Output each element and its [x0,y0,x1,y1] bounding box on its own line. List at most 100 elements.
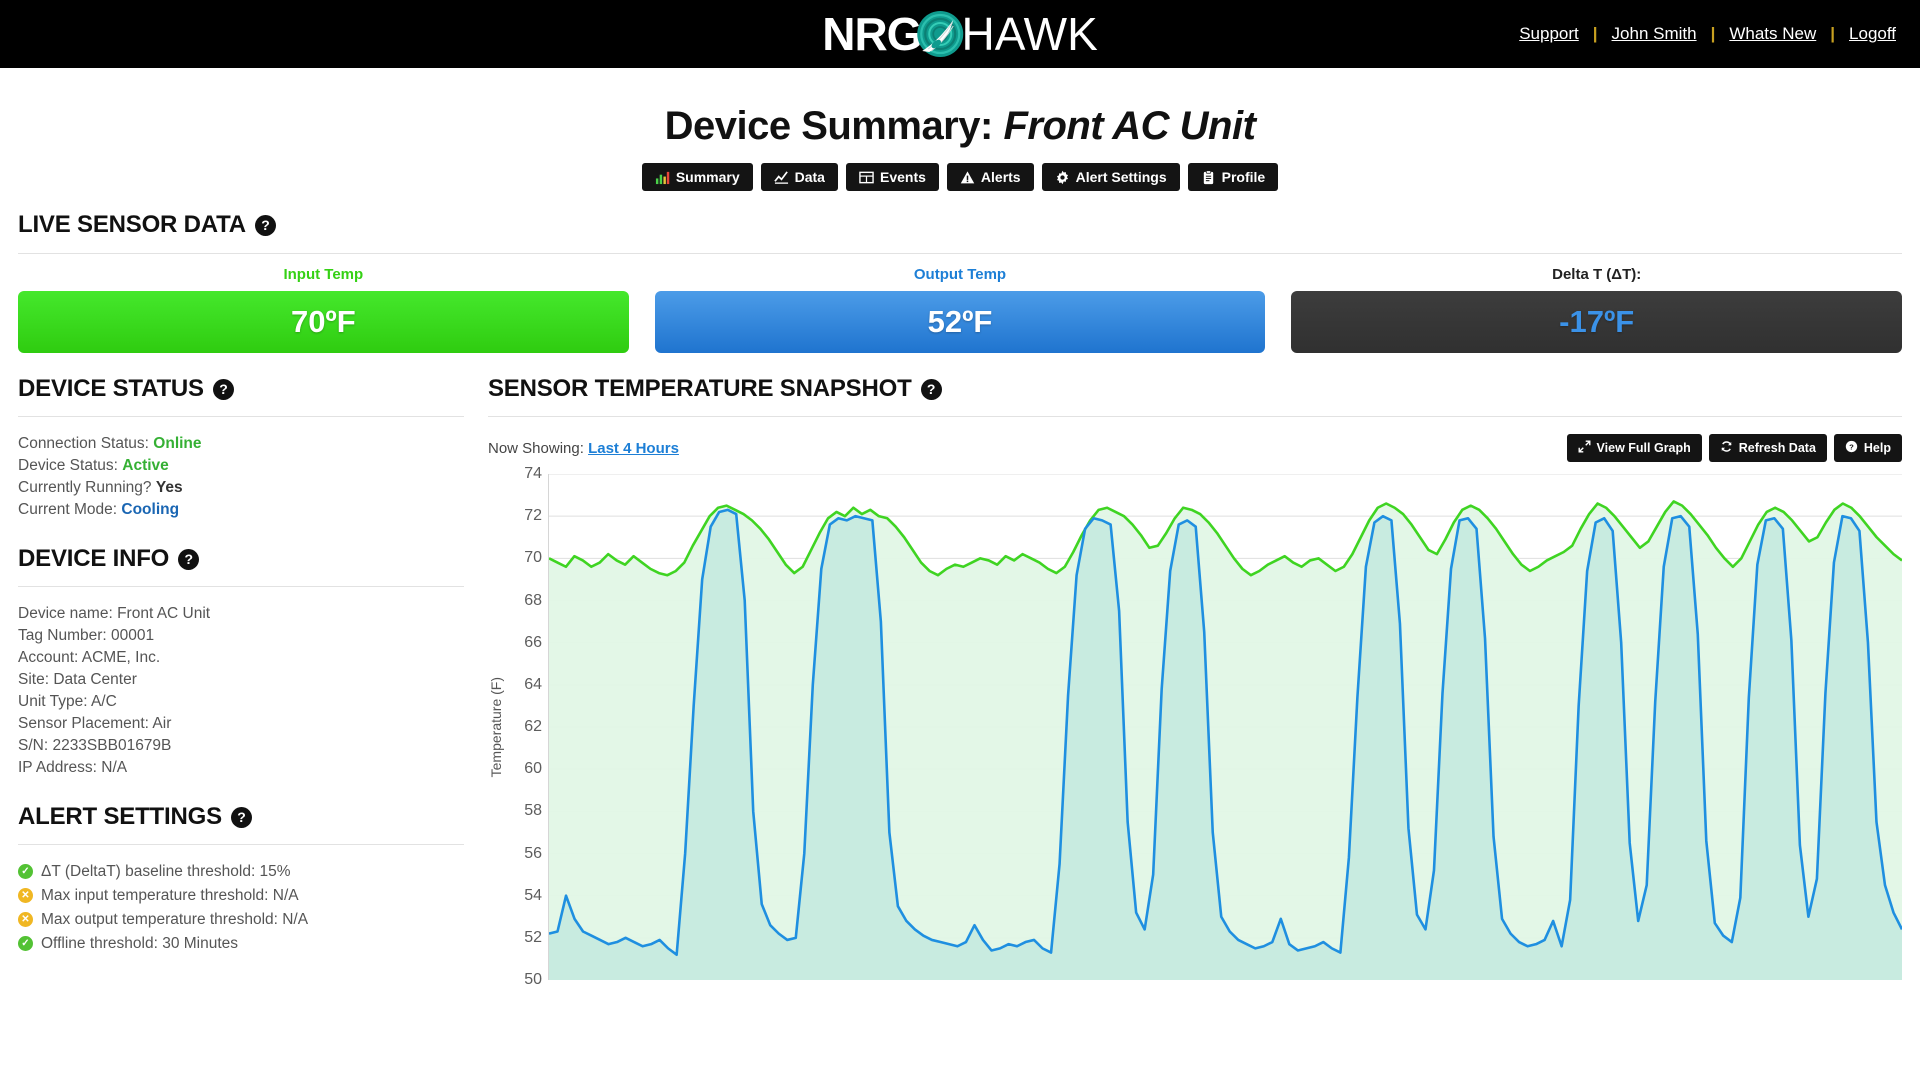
refresh-data-button[interactable]: Refresh Data [1708,434,1827,462]
chart-y-tick: 60 [524,760,542,778]
chart-y-tick: 50 [524,971,542,988]
help-icon-live-sensor[interactable]: ? [254,214,276,236]
logo-hawk-text: HAWK [961,8,1098,60]
tab-alerts[interactable]: Alerts [946,163,1034,191]
alert-settings-row: ✓ ΔT (DeltaT) baseline threshold: 15% [18,860,464,884]
chart-y-tick: 72 [524,507,542,525]
device-status-heading: DEVICE STATUS ? [18,375,464,403]
tab-profile[interactable]: Profile [1187,163,1279,191]
view-full-graph-button[interactable]: View Full Graph [1566,434,1702,462]
help-icon-device-info[interactable]: ? [178,548,200,570]
sensor-card-output-label: Output Temp [913,266,1007,283]
sensor-card-output-temp: Output Temp 52ºF [654,266,1266,353]
tab-events-label: Events [879,169,926,185]
alert-settings-heading-text: ALERT SETTINGS [18,803,222,830]
chart-y-tick: 54 [524,886,542,904]
device-info-row: Tag Number: 00001 [18,627,155,644]
page-title-device: Front AC Unit [1003,104,1256,148]
value-current-mode: Cooling [121,501,180,518]
expand-arrows-icon [1578,440,1591,456]
check-circle-icon: ✓ [18,864,33,879]
nav-link-logoff[interactable]: Logoff [1849,24,1896,43]
warning-triangle-icon [960,170,975,185]
now-showing-label: Now Showing: [488,439,584,457]
chart-help-button[interactable]: ? Help [1833,434,1902,462]
chart-y-tick: 52 [524,928,542,946]
divider-snapshot [488,416,1902,417]
tab-data[interactable]: Data [760,163,838,191]
nav-link-john-smith[interactable]: John Smith [1611,24,1697,43]
value-connection-status: Online [153,435,202,452]
label-connection-status: Connection Status: [18,435,149,452]
chart-plot-area [548,474,1902,980]
label-device-status: Device Status: [18,457,118,474]
nav-link-support[interactable]: Support [1519,24,1579,43]
chart-panel: SENSOR TEMPERATURE SNAPSHOT ? Now Showin… [488,375,1902,988]
top-header-bar: NRG HAWK Support | John Smith | Whats Ne… [0,0,1920,68]
content-columns: DEVICE STATUS ? Connection Status: Onlin… [18,375,1902,988]
sensor-card-delta-t: Delta T (ΔT): -17ºF [1291,266,1903,353]
line-chart-icon [773,170,789,185]
header-nav-links: Support | John Smith | Whats New | Logof… [1517,24,1898,44]
tab-events[interactable]: Events [845,163,939,191]
live-sensor-section: LIVE SENSOR DATA ? Input Temp 70ºF Outpu… [18,211,1903,353]
value-device-status: Active [122,457,169,474]
alert-settings-row-text: Offline threshold: 30 Minutes [41,935,239,953]
help-icon-device-status[interactable]: ? [212,378,234,400]
now-showing-range-link[interactable]: Last 4 Hours [588,439,679,457]
hawk-wing-icon [915,9,965,59]
device-info-row: Device name: Front AC Unit [18,605,211,622]
tab-summary[interactable]: Summary [641,163,753,191]
page-title: Device Summary: Front AC Unit [18,68,1902,149]
logo-nrg-text: NRG [822,8,922,60]
chart-y-tick: 62 [524,718,542,735]
tab-alert-settings[interactable]: Alert Settings [1041,163,1180,191]
device-status-block: DEVICE STATUS ? Connection Status: Onlin… [18,375,464,521]
nav-separator-1: | [1592,24,1598,43]
device-status-list: Connection Status: Online Device Status:… [18,433,464,521]
chart-y-tick: 68 [524,591,542,609]
nav-link-whats-new[interactable]: Whats New [1729,24,1817,43]
divider-live-sensor [18,253,1902,254]
divider-device-info [18,586,464,587]
check-circle-icon: ✓ [18,936,33,952]
alert-settings-row: ✓ Offline threshold: 30 Minutes [18,932,464,956]
now-showing: Now Showing: Last 4 Hours [488,440,679,457]
sensor-card-group: Input Temp 70ºF Output Temp 52ºF Delta T… [18,266,1903,353]
snapshot-heading: SENSOR TEMPERATURE SNAPSHOT ? [488,375,1902,403]
svg-text:?: ? [1849,442,1854,451]
divider-device-status [18,416,464,417]
device-info-row: Unit Type: A/C [18,693,117,710]
page-content: Device Summary: Front AC Unit Summary Da… [0,68,1920,1080]
page-title-prefix: Device Summary: [664,104,1004,148]
value-currently-running: Yes [155,479,183,496]
help-icon-alert-settings[interactable]: ? [230,806,252,828]
chart-y-tick: 58 [524,802,542,820]
brand-logo[interactable]: NRG HAWK [822,8,1098,60]
nav-separator-2: | [1710,24,1716,43]
device-status-row-status: Device Status: Active [18,455,464,477]
alert-settings-row: ✕ Max input temperature threshold: N/A [18,884,464,908]
device-info-row: Site: Data Center [18,671,137,688]
sensor-card-input-temp: Input Temp 70ºF [18,266,629,353]
clipboard-icon [1201,169,1216,185]
tab-profile-label: Profile [1221,169,1266,185]
device-status-heading-text: DEVICE STATUS [18,375,204,402]
live-sensor-heading-text: LIVE SENSOR DATA [18,211,246,238]
tab-data-label: Data [794,169,825,185]
label-current-mode: Current Mode: [18,501,118,518]
chart-y-tick: 56 [524,844,542,862]
temperature-chart[interactable]: Temperature (F) 74 72 70 68 66 64 62 60 58 56 54 52… [488,465,1902,988]
chart-y-axis-ticks: 74 72 70 68 66 64 62 60 58 56 54 52 50 [508,465,548,988]
sensor-card-input-value: 70ºF [18,291,629,353]
chart-toolbar: Now Showing: Last 4 Hours View Full Grap… [488,434,1902,462]
chart-y-tick: 66 [524,633,542,651]
sensor-card-input-label: Input Temp [283,266,364,283]
help-icon-snapshot[interactable]: ? [920,378,942,400]
chart-help-label: Help [1863,441,1891,455]
alert-settings-heading: ALERT SETTINGS ? [18,803,464,831]
tab-alerts-label: Alerts [980,169,1021,185]
x-circle-icon: ✕ [18,888,33,904]
chart-y-axis-title: Temperature (F) [488,676,504,778]
chart-button-group: View Full Graph Refresh Data ? Help [1566,434,1902,462]
